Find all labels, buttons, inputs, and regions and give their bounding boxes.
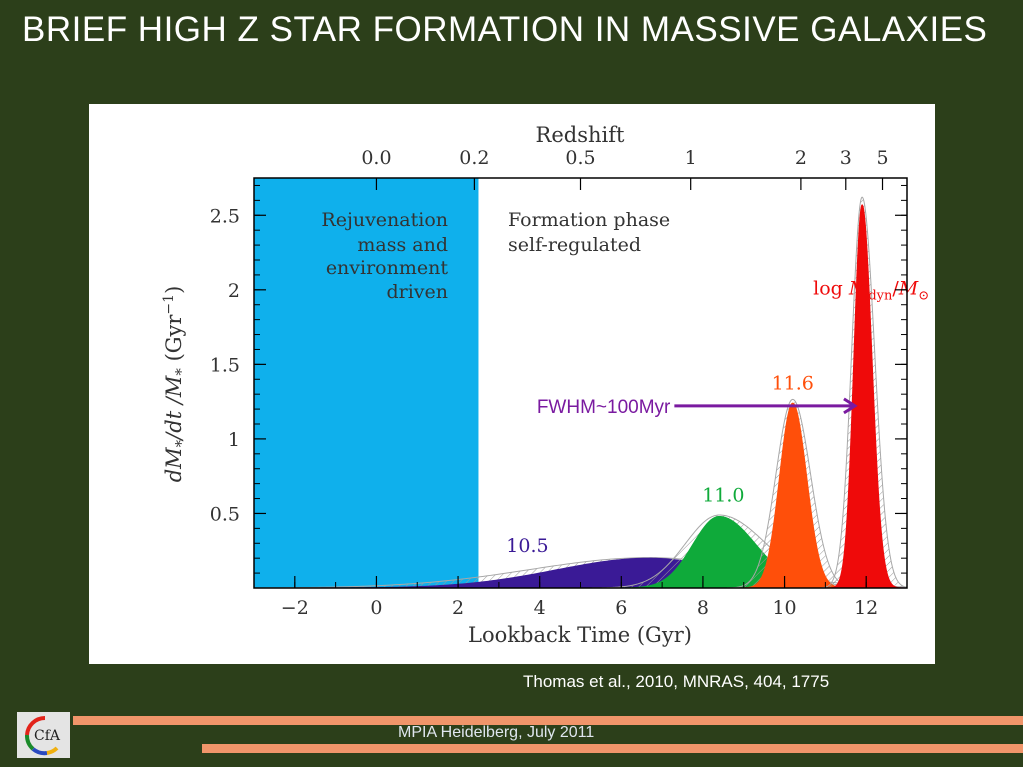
citation: Thomas et al., 2010, MNRAS, 404, 1775 [523, 672, 830, 691]
top-axis-label: Redshift [536, 123, 625, 147]
ticks-layer: −2 0 2 4 6 8 10 120.511.522.50.0 0.2 0.5 1 2 3 5 [210, 147, 908, 619]
x-tick-label: −2 [281, 597, 309, 619]
formation-phase-label: Formation phase self-regulated [508, 209, 670, 256]
top-tick-label: 0.5 [565, 147, 595, 169]
series-label-10-5: 10.5 [506, 535, 548, 557]
y-tick-label: 0.5 [210, 503, 240, 525]
fwhm-annotation: FWHM~100Myr [537, 397, 858, 418]
top-tick-label: 0.2 [459, 147, 489, 169]
footer-text: MPIA Heidelberg, July 2011 [398, 724, 595, 741]
x-tick-label: 12 [854, 597, 878, 619]
x-tick-label: 6 [615, 597, 627, 619]
x-tick-label: 2 [452, 597, 464, 619]
series-label-12-0: log Mdyn/M⊙ ~ 12.0 [813, 277, 935, 303]
rejuvenation-label: Rejuvenation mass and environment driven [321, 209, 448, 303]
x-axis-label: Lookback Time (Gyr) [468, 623, 692, 647]
y-tick-label: 2 [228, 280, 240, 302]
x-tick-label: 8 [697, 597, 709, 619]
regions-layer [254, 178, 479, 588]
curves-layer [253, 196, 908, 589]
top-tick-label: 0.0 [361, 147, 391, 169]
y-tick-label: 1.5 [210, 354, 240, 376]
y-tick-label: 1 [228, 429, 240, 451]
top-tick-label: 5 [876, 147, 888, 169]
top-tick-label: 3 [840, 147, 852, 169]
cfa-logo: CfA [17, 712, 70, 758]
footer-bar-top [73, 716, 1023, 725]
x-tick-label: 4 [534, 597, 546, 619]
x-tick-label: 10 [772, 597, 796, 619]
y-axis-label: dM*/dt /M* (Gyr−1) [161, 286, 190, 483]
footer-bar-bottom [202, 744, 1023, 753]
series-label-11-6: 11.6 [772, 373, 814, 395]
slide-title: Brief High z Star Formation in Massive G… [22, 10, 988, 49]
labels-layer: 10.5 11.0 11.6 log Mdyn/M⊙ ~ 12.0 [506, 277, 935, 557]
y-tick-label: 2.5 [210, 205, 240, 227]
top-tick-label: 1 [685, 147, 697, 169]
top-tick-label: 2 [795, 147, 807, 169]
series-12-0 [821, 204, 908, 589]
series-label-11-0: 11.0 [702, 485, 744, 507]
x-tick-label: 0 [370, 597, 382, 619]
rejuvenation-region [254, 178, 479, 588]
fwhm-label: FWHM~100Myr [537, 397, 671, 418]
cfa-logo-text: CfA [34, 728, 61, 744]
